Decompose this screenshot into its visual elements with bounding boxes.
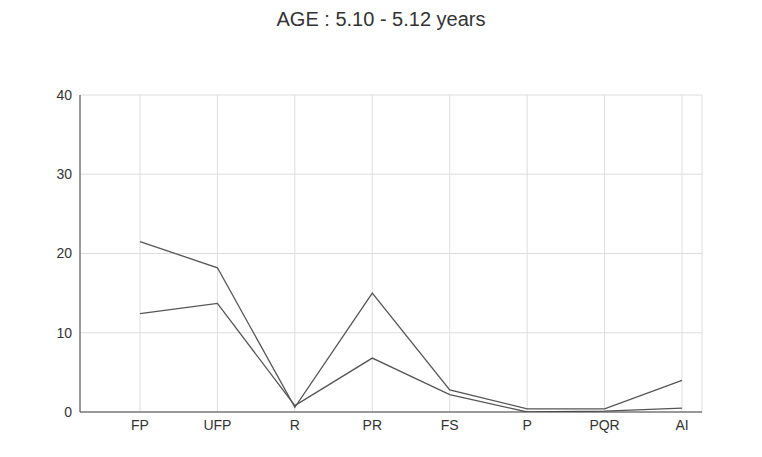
svg-text:0: 0 xyxy=(64,404,72,420)
svg-text:PR: PR xyxy=(363,417,382,433)
svg-text:R: R xyxy=(290,417,300,433)
svg-text:40: 40 xyxy=(56,87,72,103)
svg-text:AI: AI xyxy=(675,417,688,433)
svg-text:20: 20 xyxy=(56,245,72,261)
svg-text:P: P xyxy=(522,417,531,433)
svg-text:UFP: UFP xyxy=(203,417,231,433)
svg-text:FS: FS xyxy=(441,417,459,433)
svg-text:FP: FP xyxy=(131,417,149,433)
svg-text:30: 30 xyxy=(56,166,72,182)
svg-text:PQR: PQR xyxy=(589,417,619,433)
svg-text:10: 10 xyxy=(56,325,72,341)
html-text:AGE : 5.10 - 5.12 years: AGE : 5.10 - 5.12 years xyxy=(276,8,486,30)
